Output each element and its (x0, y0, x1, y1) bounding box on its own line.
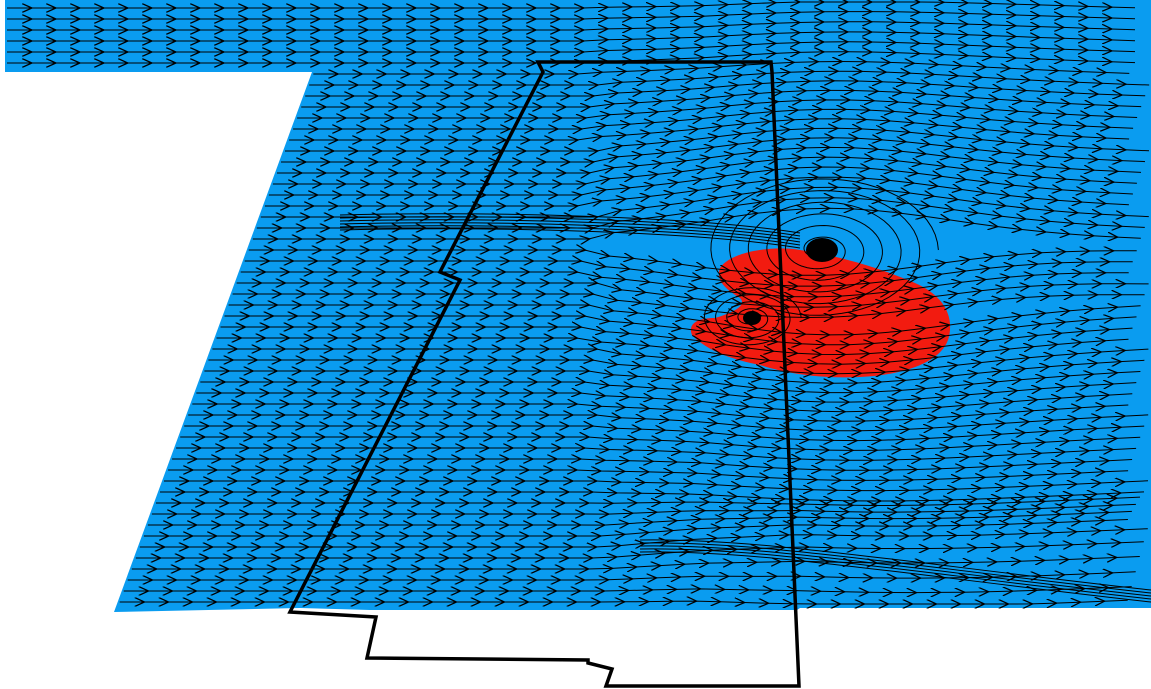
wing-planform-outline (287, 60, 801, 688)
streamline (123, 587, 1132, 593)
wake-streamline (639, 548, 1151, 600)
junction-streamline (339, 213, 801, 234)
junction-streamline (339, 225, 801, 246)
vortex-core (806, 238, 838, 262)
streamline (119, 600, 1128, 604)
wake-streamline (639, 542, 1151, 594)
streamlines-layer (7, 2, 1151, 604)
tip-highlight (755, 662, 796, 678)
vortex-spiral (710, 178, 939, 316)
vortex-spiral (703, 287, 802, 346)
wake-streamline (639, 545, 1151, 597)
vortex-core (743, 311, 761, 325)
junction-streamline (339, 219, 801, 240)
wake-streamline (639, 539, 1151, 591)
junction-streamline (339, 228, 801, 249)
junction-streamline (339, 216, 801, 237)
wake-streamline (639, 551, 1151, 603)
vortex-layer (743, 238, 838, 325)
junction-streamline (339, 222, 801, 243)
